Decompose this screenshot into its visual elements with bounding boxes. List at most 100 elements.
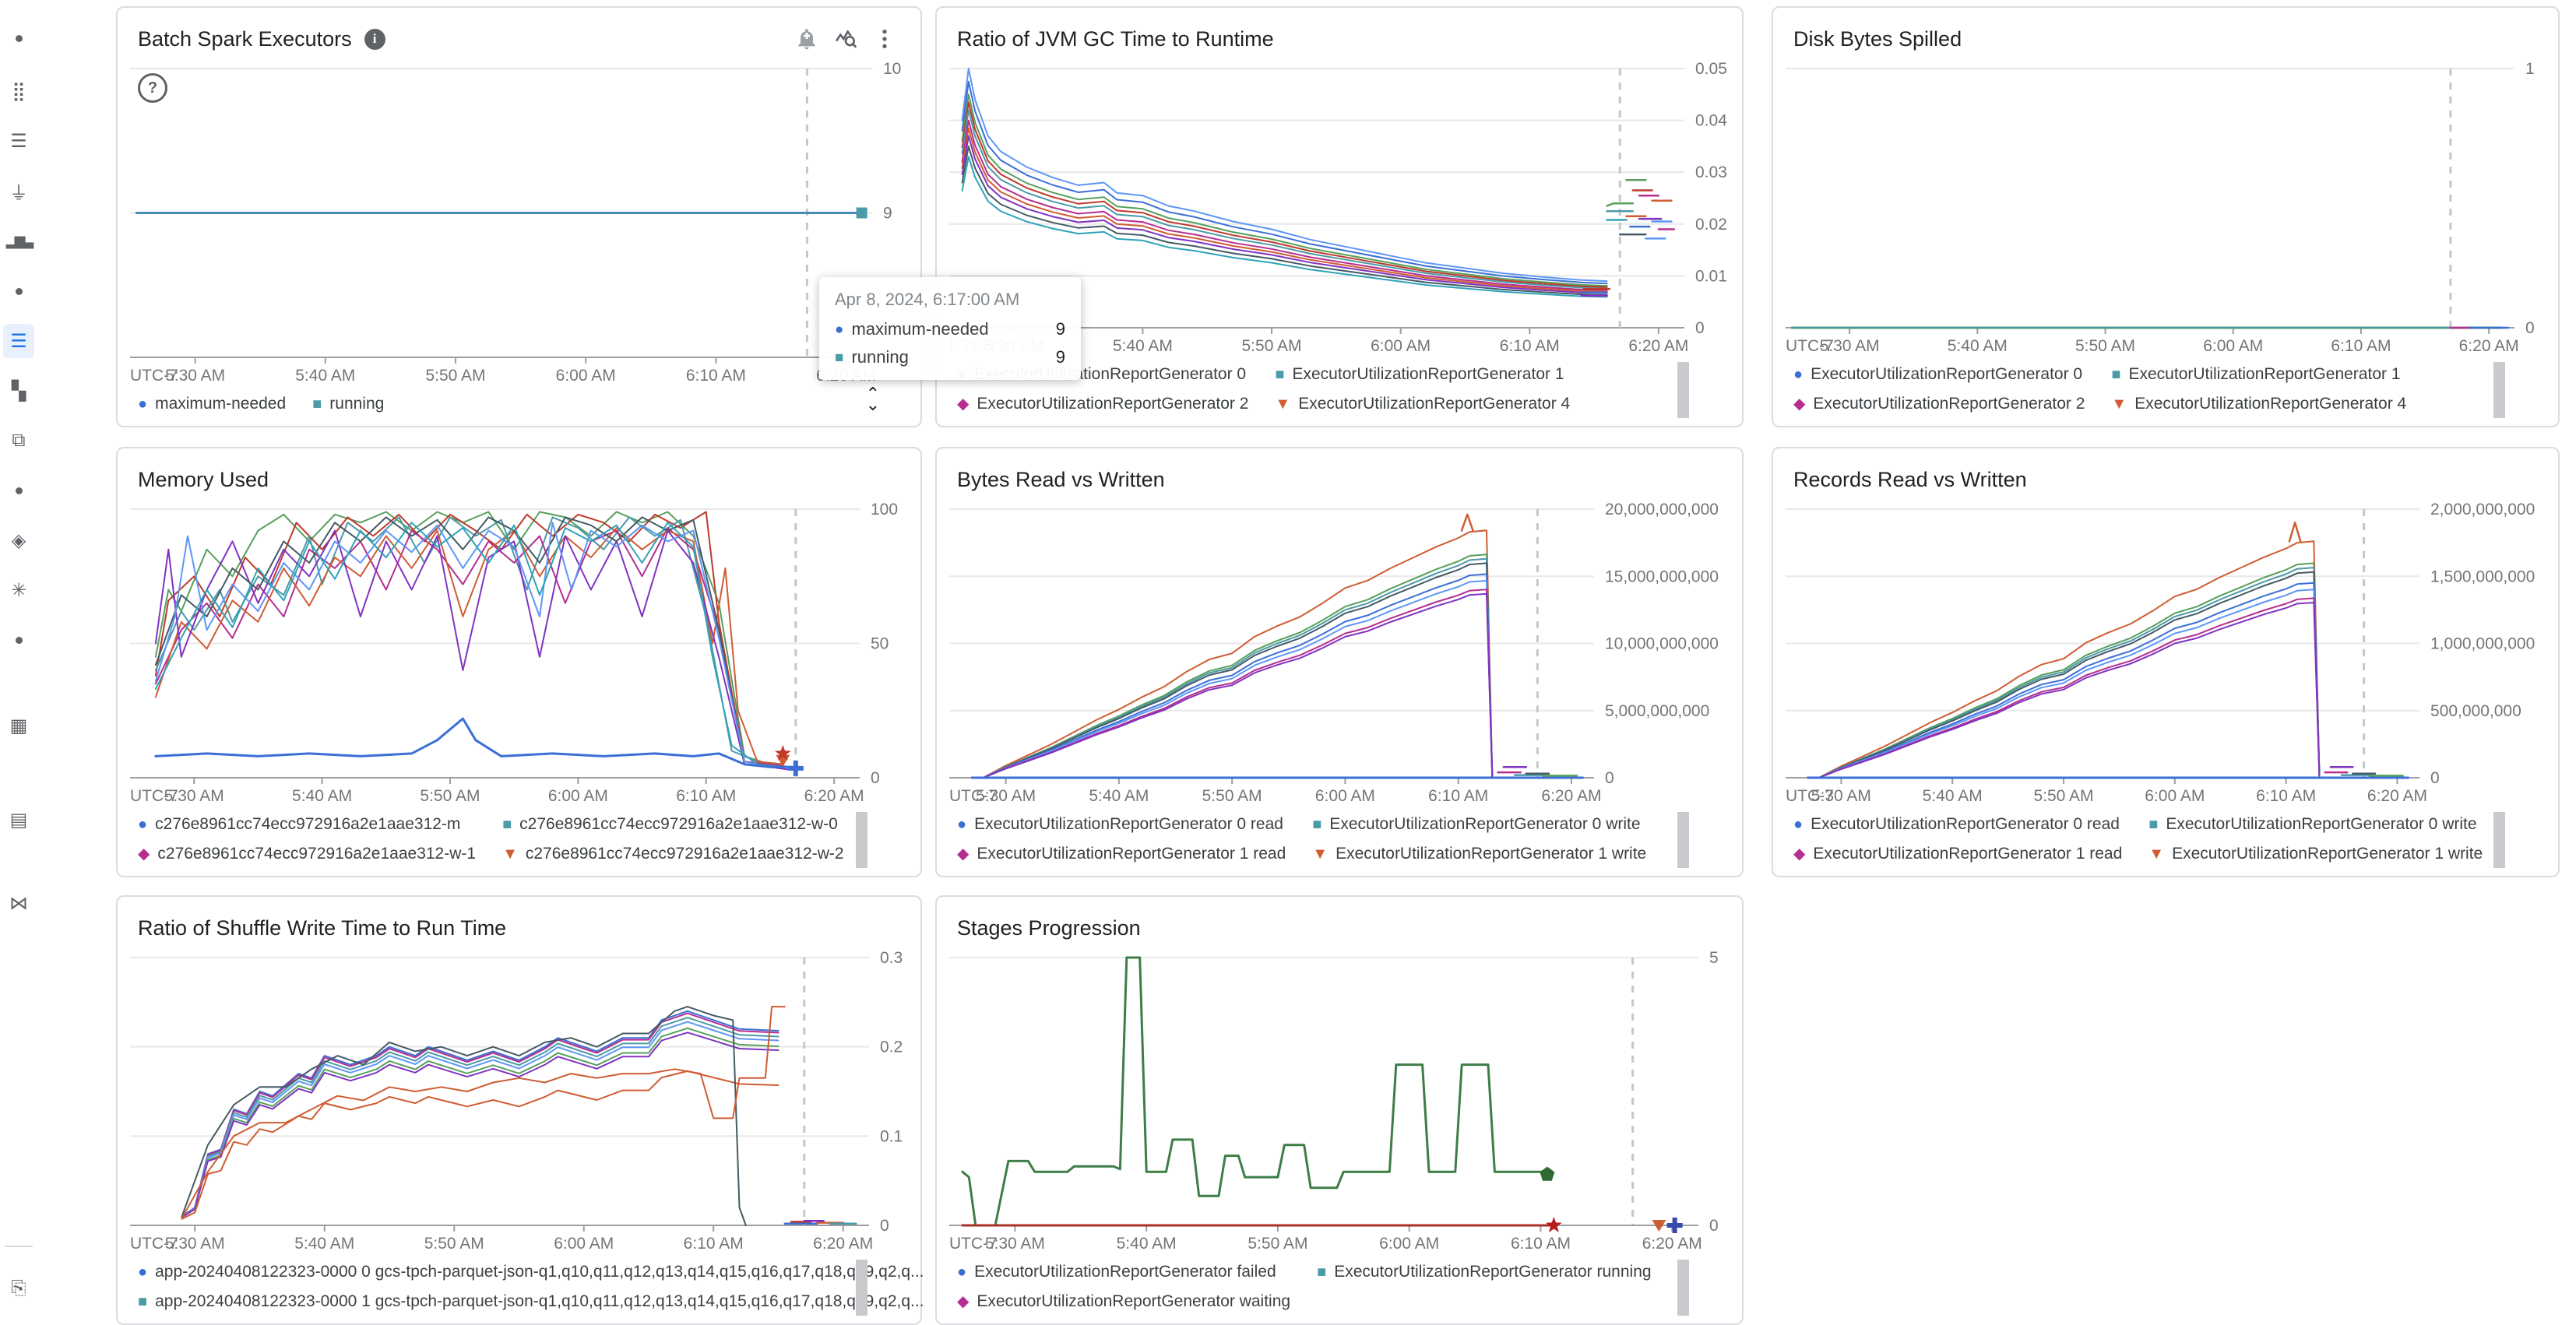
stages-progression-chart[interactable]: 5 0 UTC-75:30 AM 5:40 AM 5:50 AM 6:00 AM 6:10 … [937,945,1742,1258]
legend-item[interactable]: ● ExecutorUtilizationReportGenerator fail… [957,1263,1290,1281]
svg-text:50: 50 [871,635,889,653]
sidebar-item-dataflow[interactable]: ⋈ [0,886,37,920]
sidebar-item-jobs-list[interactable]: ☰ [0,124,37,158]
panel-title: Ratio of JVM GC Time to Runtime [957,26,1274,51]
svg-text:6:20 AM: 6:20 AM [1642,1235,1702,1253]
sidebar-item-clusters[interactable]: ⣿ [0,74,37,108]
svg-text:9: 9 [883,205,892,223]
sidebar-item-flow[interactable]: ⧉ [0,424,37,458]
svg-text:5:50 AM: 5:50 AM [2033,787,2093,805]
svg-text:6:00 AM: 6:00 AM [548,787,608,805]
legend-item[interactable]: ■ running [312,395,384,413]
sidebar-item-release-notes[interactable]: ⎘ [0,1271,37,1306]
sidebar-item-batches[interactable]: ☰ [3,324,34,358]
legend-item[interactable]: ● ExecutorUtilizationReportGenerator 0 re… [1793,815,2122,834]
sidebar-item-workflow-tree[interactable]: ⏚ [0,174,37,208]
svg-text:100: 100 [871,501,898,518]
disk-bytes-spilled-chart[interactable]: 1 0 UTC-75:30 AM 5:40 AM 5:50 AM 6:00 AM 6:10 … [1773,56,2558,360]
legend-item[interactable]: ◆ ExecutorUtilizationReportGenerator 2 [957,395,1248,413]
panel-title: Batch Spark Executors [138,26,352,51]
legend-expander-icon[interactable]: ⌃ ⌄ [865,384,880,414]
legend-scrollbar[interactable] [2493,362,2505,418]
svg-text:10: 10 [883,60,901,78]
sidebar-item-layers[interactable]: ◈ [0,523,37,557]
more-vert-icon[interactable] [869,23,900,54]
legend-item[interactable]: ◆ c276e8961cc74ecc972916a2e1aae312-w-1 [138,845,476,863]
sidebar-item-dot-1[interactable] [0,21,37,55]
legend-scrollbar[interactable] [856,812,867,868]
bytes-read-written-chart[interactable]: 20,000,000,000 15,000,000,000 10,000,000,0… [937,497,1742,810]
legend-item[interactable]: ▼ ExecutorUtilizationReportGenerator 1 wr… [1312,845,1646,863]
sidebar-item-dashboard[interactable]: ▚ [0,374,37,408]
series-marker-circle-icon: ● [138,816,148,833]
svg-text:20,000,000,000: 20,000,000,000 [1605,501,1719,518]
legend-item[interactable]: ■ ExecutorUtilizationReportGenerator 1 [2111,365,2406,384]
info-icon[interactable]: i [364,28,385,50]
svg-text:5:40 AM: 5:40 AM [1948,337,2008,355]
memory-used-chart[interactable]: 100 50 0 UTC-75:30 AM 5:40 AM 5:50 AM 6:00 AM 6… [118,497,920,810]
svg-text:5:50 AM: 5:50 AM [1242,337,1302,355]
series-marker-diamond-icon: ◆ [138,845,150,863]
legend-item[interactable]: ■ ExecutorUtilizationReportGenerator 0 wr… [1312,815,1646,834]
legend-item[interactable]: ■ ExecutorUtilizationReportGenerator 1 [1275,365,1570,384]
panel-title: Bytes Read vs Written [957,467,1165,491]
legend-label: ExecutorUtilizationReportGenerator 0 wri… [1329,815,1641,833]
series-marker-circle-icon: ● [835,321,844,338]
legend-item[interactable]: ▼ c276e8961cc74ecc972916a2e1aae312-w-2 [502,845,843,863]
bar-chart-icon: ▂▆▃ [5,232,33,248]
svg-text:5,000,000,000: 5,000,000,000 [1605,702,1709,720]
legend-item[interactable]: ◆ ExecutorUtilizationReportGenerator 2 [1793,395,2085,413]
svg-text:0: 0 [1695,319,1705,337]
svg-text:1: 1 [2525,60,2535,78]
legend-item[interactable]: ◆ ExecutorUtilizationReportGenerator 1 re… [1793,845,2122,863]
records-read-written-chart[interactable]: 2,000,000,000 1,500,000,000 1,000,000,000 5… [1773,497,2558,810]
add-alert-icon[interactable] [791,23,822,54]
tooltip-series-value: 9 [1055,347,1065,367]
svg-text:5:40 AM: 5:40 AM [292,787,352,805]
legend-scrollbar[interactable] [2493,812,2505,868]
legend-scrollbar[interactable] [856,1260,867,1316]
svg-text:6:10 AM: 6:10 AM [2256,787,2316,805]
list-icon: ☰ [10,130,27,152]
svg-text:6:00 AM: 6:00 AM [1371,337,1431,355]
legend-scrollbar[interactable] [1677,362,1689,418]
svg-text:6:00 AM: 6:00 AM [556,367,616,385]
svg-text:UTC-7: UTC-7 [949,787,998,805]
chart-legend: ● c276e8961cc74ecc972916a2e1aae312-m ■ c276… [118,810,920,876]
legend-item[interactable]: ● maximum-needed [138,395,286,413]
sidebar-item-dot-3[interactable] [0,473,37,508]
svg-text:5:40 AM: 5:40 AM [1089,787,1149,805]
legend-item[interactable]: ▼ ExecutorUtilizationReportGenerator 4 [1275,395,1570,413]
legend-label: ExecutorUtilizationReportGenerator 1 [1292,365,1564,383]
legend-item[interactable]: ● c276e8961cc74ecc972916a2e1aae312-m [138,815,476,834]
sidebar-item-article[interactable]: ▤ [0,803,37,837]
legend-item[interactable]: ◆ ExecutorUtilizationReportGenerator 1 re… [957,845,1286,863]
legend-item[interactable]: ● ExecutorUtilizationReportGenerator 0 re… [957,815,1286,834]
series-marker-square-icon: ■ [2111,366,2121,383]
series-marker-diamond-icon: ◆ [1793,395,1806,413]
legend-scrollbar[interactable] [1677,812,1689,868]
batch-spark-executors-chart[interactable]: 1098UTC-75:30 AM5:40 AM5:50 AM6:00 AM6:1… [118,56,920,390]
help-icon[interactable]: ? [138,73,167,103]
legend-item[interactable]: ■ c276e8961cc74ecc972916a2e1aae312-w-0 [502,815,843,834]
legend-item[interactable]: ● ExecutorUtilizationReportGenerator 0 [1793,365,2085,384]
nav-divider [5,1246,33,1247]
legend-item[interactable]: ■ ExecutorUtilizationReportGenerator runn… [1317,1263,1651,1281]
sidebar-item-graph[interactable]: ✳ [0,573,37,607]
legend-item[interactable]: ■ ExecutorUtilizationReportGenerator 0 wr… [2148,815,2483,834]
sidebar-item-dot-2[interactable] [0,274,37,308]
svg-text:0.03: 0.03 [1695,163,1727,181]
series-marker-square-icon: ■ [1312,816,1322,833]
legend-label: c276e8961cc74ecc972916a2e1aae312-w-0 [519,815,838,833]
sidebar-item-dot-4[interactable] [0,623,37,657]
sidebar-item-metrics[interactable]: ▂▆▃ [0,223,37,258]
sidebar-item-apps[interactable]: ▦ [0,708,37,743]
legend-item[interactable]: ■ app-20240408122323-0000 1 gcs-tpch-parq… [138,1292,924,1311]
legend-item[interactable]: ▼ ExecutorUtilizationReportGenerator 4 [2111,395,2406,413]
legend-item[interactable]: ● app-20240408122323-0000 0 gcs-tpch-parq… [138,1263,924,1281]
legend-item[interactable]: ◆ ExecutorUtilizationReportGenerator wait… [957,1292,1290,1311]
legend-scrollbar[interactable] [1677,1260,1689,1316]
explore-chart-icon[interactable] [830,23,861,54]
legend-item[interactable]: ▼ ExecutorUtilizationReportGenerator 1 wr… [2148,845,2483,863]
shuffle-write-ratio-chart[interactable]: 0.3 0.2 0.1 0 UTC-75:30 AM 5:40 AM 5:50 AM 6:00… [118,945,920,1258]
